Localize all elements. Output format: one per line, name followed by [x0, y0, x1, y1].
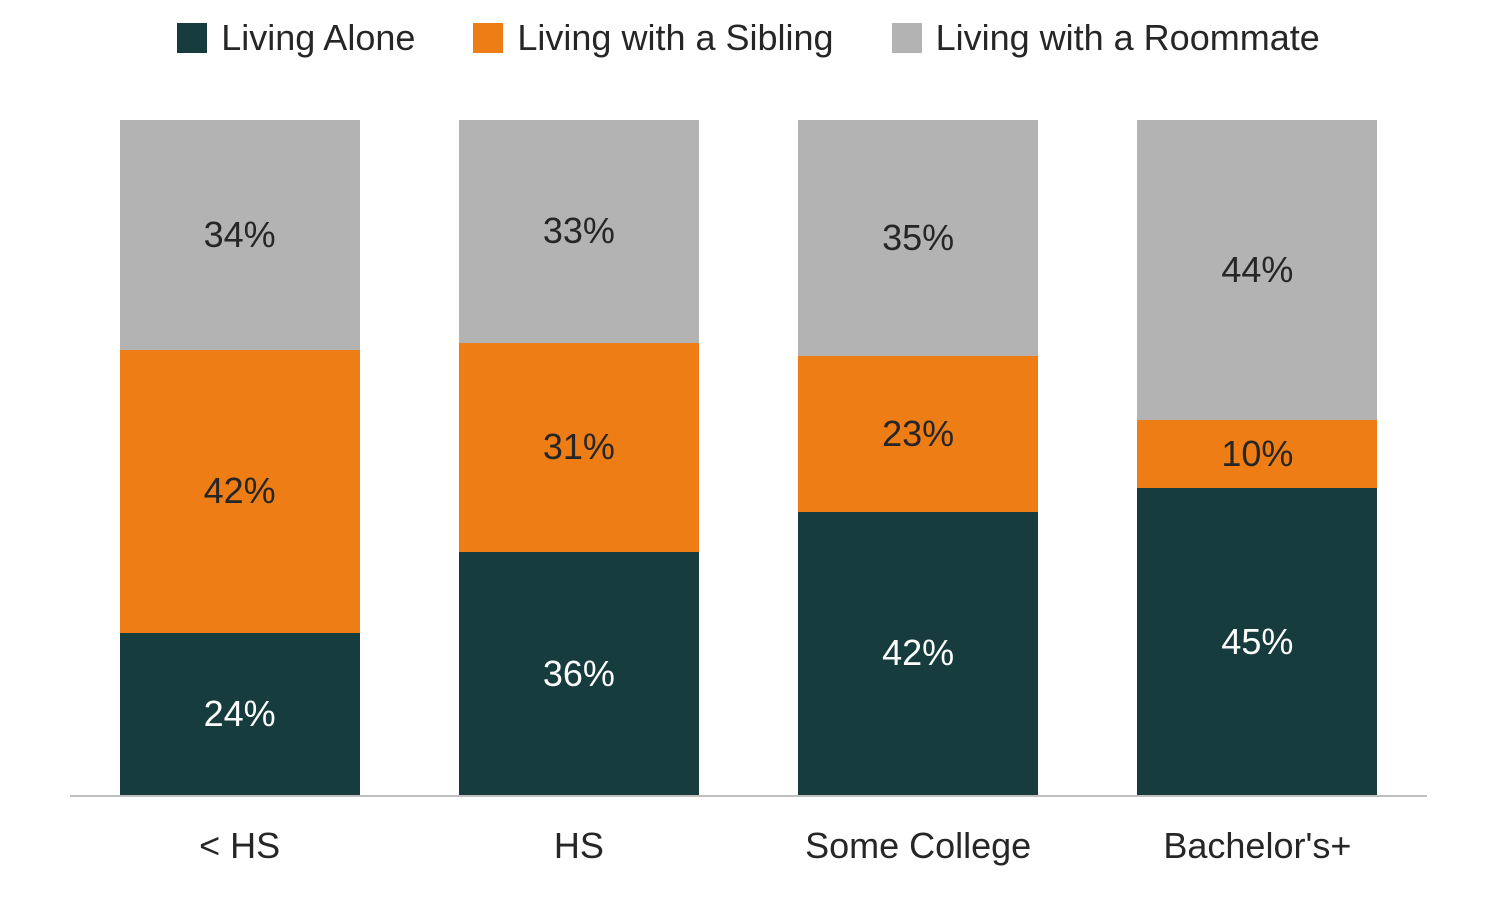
data-label: 45% [1221, 624, 1293, 660]
bar-column: 36% 31% 33% [409, 120, 748, 795]
legend-swatch-living-with-roommate [892, 23, 922, 53]
data-label: 35% [882, 220, 954, 256]
bar-segment-living-with-sibling: 10% [1137, 420, 1377, 488]
bar-segment-living-with-sibling: 23% [798, 356, 1038, 511]
x-axis-label: HS [409, 825, 748, 867]
data-label: 31% [543, 429, 615, 465]
legend-label: Living with a Sibling [517, 20, 833, 56]
legend-label: Living Alone [221, 20, 415, 56]
bar-lt-hs: 24% 42% 34% [120, 120, 360, 795]
legend-swatch-living-alone [177, 23, 207, 53]
data-label: 23% [882, 416, 954, 452]
data-label: 10% [1221, 436, 1293, 472]
bar-hs: 36% 31% 33% [459, 120, 699, 795]
bar-column: 42% 23% 35% [749, 120, 1088, 795]
x-axis-label: Bachelor's+ [1088, 825, 1427, 867]
data-label: 42% [204, 473, 276, 509]
legend-label: Living with a Roommate [936, 20, 1320, 56]
bar-bachelors-plus: 45% 10% 44% [1137, 120, 1377, 795]
bar-segment-living-with-sibling: 31% [459, 343, 699, 552]
legend-item-living-alone: Living Alone [177, 20, 415, 56]
data-label: 33% [543, 213, 615, 249]
stacked-bar-chart: Living Alone Living with a Sibling Livin… [0, 0, 1497, 897]
data-label: 36% [543, 656, 615, 692]
plot-area: 24% 42% 34% 36% 31% 33% 42% 23% 35% 45% … [70, 120, 1427, 797]
bar-segment-living-with-sibling: 42% [120, 350, 360, 634]
legend-swatch-living-with-sibling [473, 23, 503, 53]
bar-some-college: 42% 23% 35% [798, 120, 1038, 795]
bar-segment-living-alone: 45% [1137, 488, 1377, 795]
x-axis-label: < HS [70, 825, 409, 867]
legend-item-living-with-sibling: Living with a Sibling [473, 20, 833, 56]
bar-segment-living-with-roommate: 33% [459, 120, 699, 343]
bar-segment-living-with-roommate: 35% [798, 120, 1038, 356]
legend-item-living-with-roommate: Living with a Roommate [892, 20, 1320, 56]
x-axis: < HS HS Some College Bachelor's+ [70, 825, 1427, 867]
data-label: 24% [204, 696, 276, 732]
bar-column: 45% 10% 44% [1088, 120, 1427, 795]
legend: Living Alone Living with a Sibling Livin… [0, 20, 1497, 56]
data-label: 42% [882, 635, 954, 671]
bar-segment-living-alone: 24% [120, 633, 360, 795]
data-label: 34% [204, 217, 276, 253]
bar-column: 24% 42% 34% [70, 120, 409, 795]
bar-segment-living-with-roommate: 44% [1137, 120, 1377, 420]
bar-segment-living-with-roommate: 34% [120, 120, 360, 350]
bar-segment-living-alone: 36% [459, 552, 699, 795]
x-axis-label: Some College [749, 825, 1088, 867]
data-label: 44% [1221, 252, 1293, 288]
bar-segment-living-alone: 42% [798, 512, 1038, 796]
